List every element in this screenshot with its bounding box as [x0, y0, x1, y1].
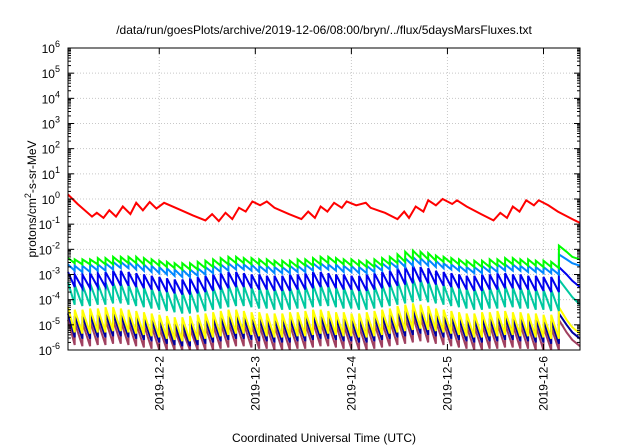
y-tick-label: 101	[42, 165, 60, 182]
y-tick-exponent: -5	[52, 316, 60, 326]
x-tick-labels: 2019-12-2 2019-12-3 2019-12-4 2019-12-5 2019…	[152, 356, 550, 411]
y-tick-exponent: -2	[52, 240, 60, 250]
series-line-4	[67, 264, 581, 296]
y-tick-label: 10-1	[39, 215, 60, 232]
x-tick-label: 2019-12-4	[344, 356, 358, 411]
series-line-3	[67, 252, 581, 280]
y-tick-label: 104	[42, 89, 60, 106]
y-axis-label: protons/cm2-s-sr-MeV	[23, 140, 39, 257]
y-tick-base: 10	[42, 193, 56, 207]
series-line-5	[67, 276, 581, 314]
y-tick-label: 102	[42, 140, 60, 157]
y-tick-base: 10	[42, 42, 56, 56]
x-tick-label: 2019-12-3	[248, 356, 262, 411]
y-axis-label-part-2: -s-sr-MeV	[25, 140, 39, 193]
x-tick-label: 2019-12-6	[536, 356, 550, 411]
y-axis-label-superscript: 2	[23, 193, 33, 198]
x-tick-label: 2019-12-5	[440, 356, 454, 411]
axis-ticks	[68, 47, 580, 351]
y-tick-label: 10-4	[39, 291, 60, 308]
y-tick-label: 10-6	[39, 341, 60, 358]
y-tick-base: 10	[42, 168, 56, 182]
y-tick-labels: 10-610-510-410-310-210-11001011021031041…	[39, 39, 60, 358]
y-tick-base: 10	[39, 218, 53, 232]
y-tick-base: 10	[39, 243, 53, 257]
y-tick-exponent: 5	[55, 64, 60, 74]
series-line-6	[67, 303, 581, 342]
y-tick-label: 100	[42, 190, 60, 207]
series-lines	[67, 193, 581, 351]
y-tick-exponent: 1	[55, 165, 60, 175]
y-tick-base: 10	[42, 143, 56, 157]
y-tick-label: 10-2	[39, 240, 60, 257]
y-tick-label: 10-3	[39, 266, 60, 283]
y-tick-label: 105	[42, 64, 60, 81]
y-tick-exponent: 2	[55, 140, 60, 150]
y-tick-exponent: -3	[52, 266, 60, 276]
y-tick-base: 10	[39, 319, 53, 333]
y-tick-exponent: 0	[55, 190, 60, 200]
y-tick-exponent: -6	[52, 341, 60, 351]
y-tick-exponent: 4	[55, 89, 60, 99]
y-tick-base: 10	[42, 92, 56, 106]
y-tick-label: 103	[42, 115, 60, 132]
y-tick-exponent: 3	[55, 115, 60, 125]
y-tick-exponent: 6	[55, 39, 60, 49]
y-tick-base: 10	[39, 294, 53, 308]
y-tick-label: 106	[42, 39, 60, 56]
y-tick-base: 10	[39, 344, 53, 358]
y-tick-base: 10	[39, 269, 53, 283]
y-tick-base: 10	[42, 118, 56, 132]
series-line-2	[67, 243, 581, 272]
x-axis-label: Coordinated Universal Time (UTC)	[232, 431, 416, 445]
y-axis-label-part-1: protons/cm	[25, 198, 39, 257]
chart-title: /data/run/goesPlots/archive/2019-12-06/0…	[116, 23, 532, 37]
y-tick-label: 10-5	[39, 316, 60, 333]
x-tick-label: 2019-12-2	[152, 356, 166, 411]
y-tick-exponent: -1	[52, 215, 60, 225]
series-line-1	[67, 193, 581, 224]
y-tick-base: 10	[42, 67, 56, 81]
y-tick-exponent: -4	[52, 291, 60, 301]
